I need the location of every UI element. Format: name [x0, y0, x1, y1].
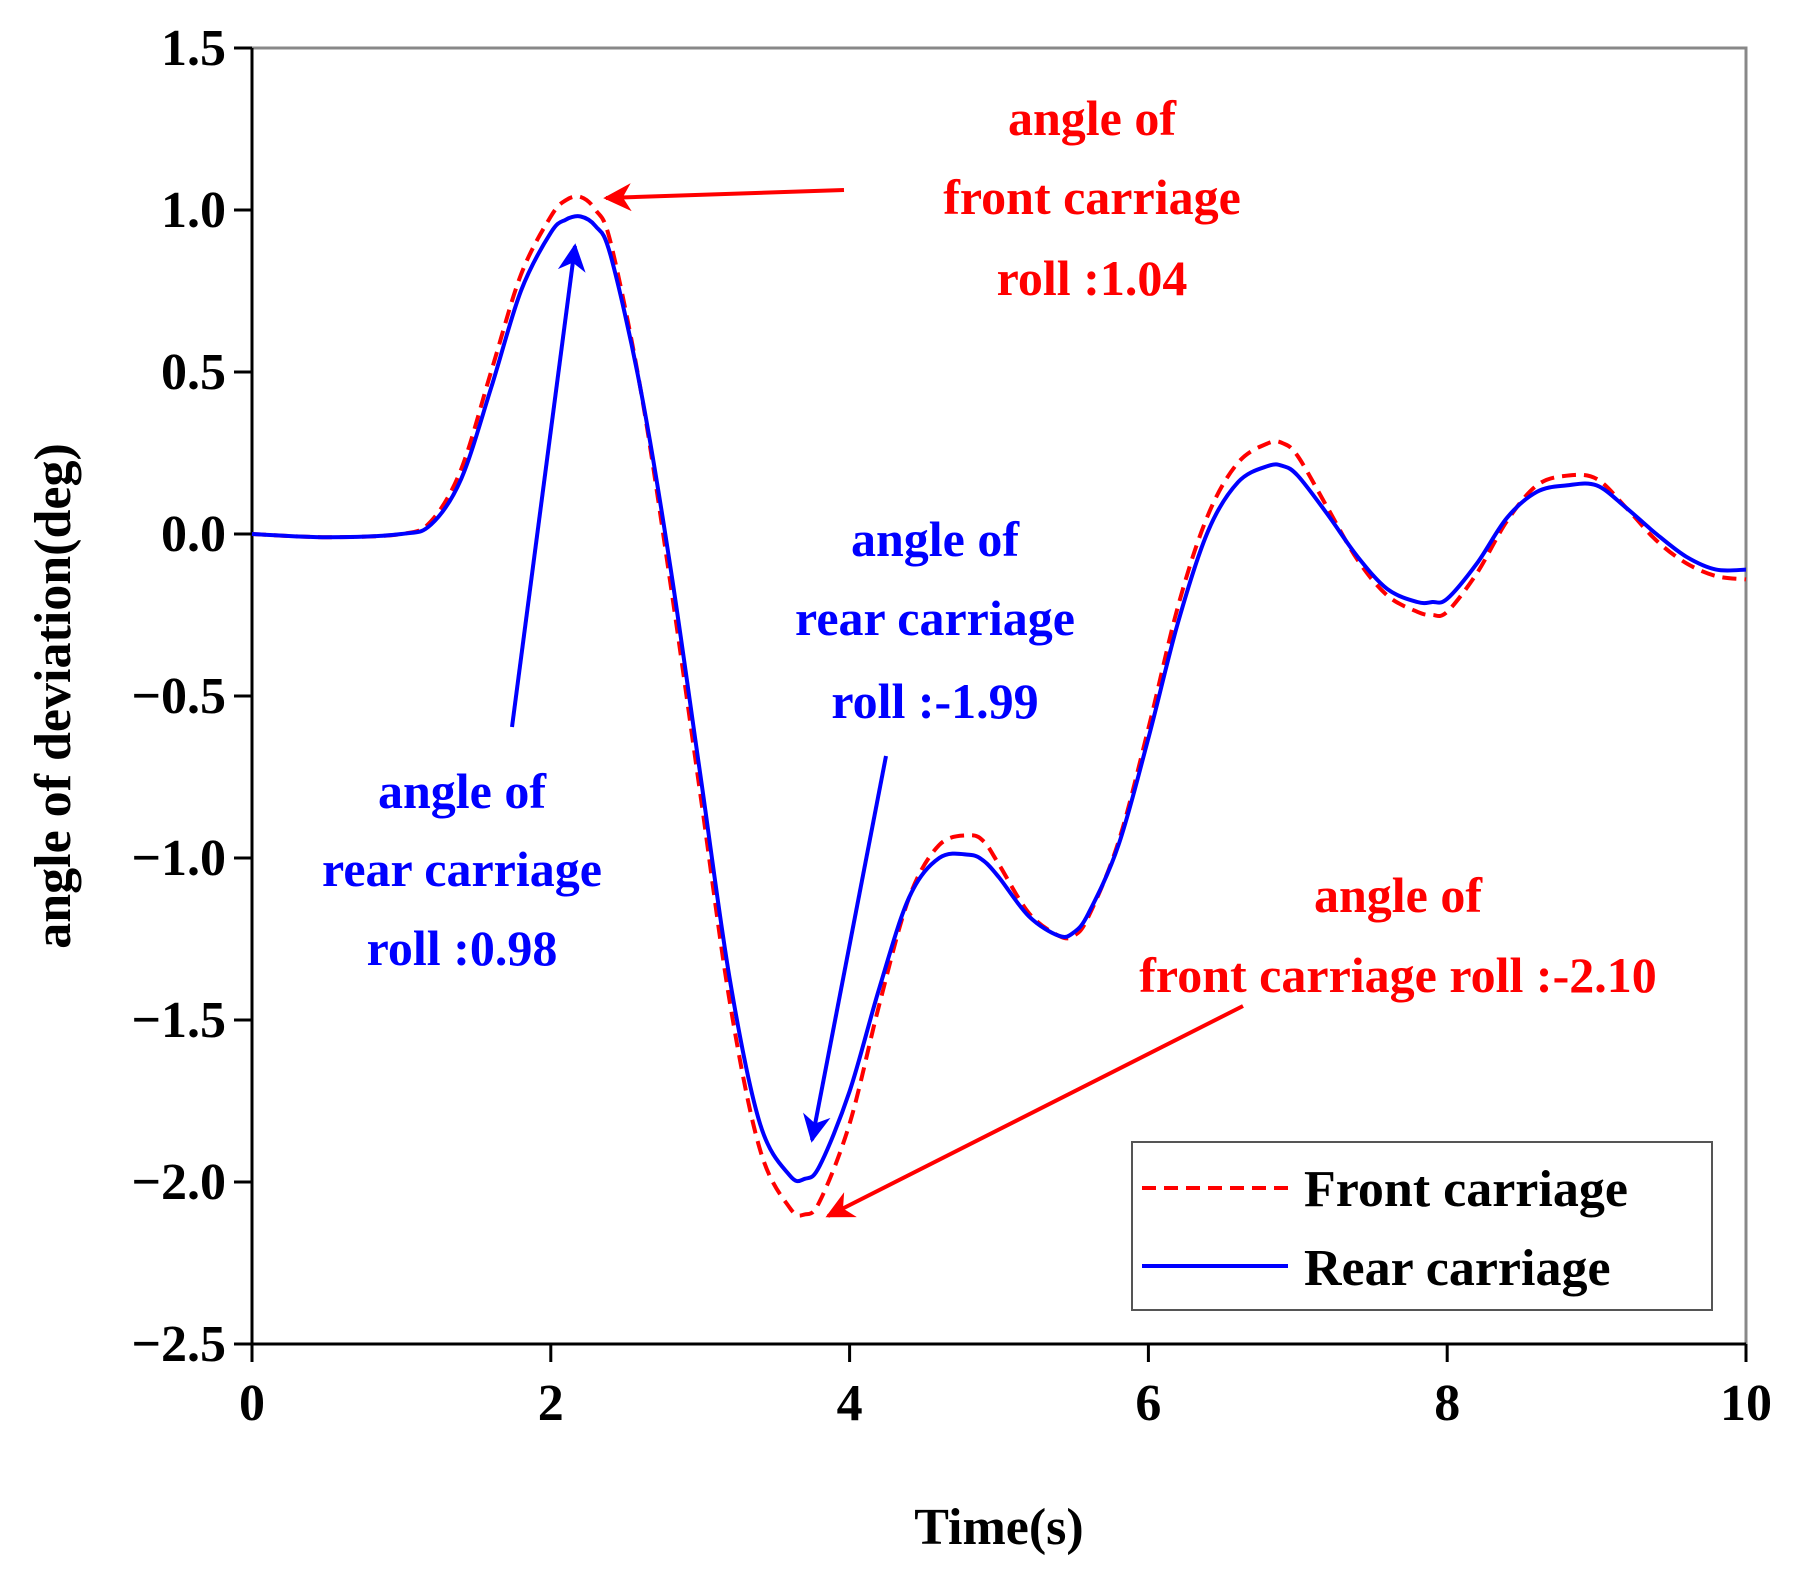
- annotation-arrow-front-peak: [603, 183, 845, 212]
- y-axis-ticks: 1.5 1.0 0.5 0.0 −0.5 −1.0 −1.5 −2.0 −2.5: [131, 20, 252, 1373]
- legend: Front carriage Rear carriage: [1131, 1141, 1713, 1311]
- y-tick-label: −0.5: [131, 668, 226, 725]
- annotation-front-trough-line-1: angle of: [1314, 867, 1483, 923]
- annotation-rear-peak-line-3: roll :0.98: [367, 920, 558, 976]
- annotation-rear-trough: angle of rear carriage roll :-1.99: [795, 511, 1075, 729]
- annotation-rear-trough-line-2: rear carriage: [795, 590, 1075, 646]
- y-tick-label: −2.5: [131, 1316, 226, 1373]
- y-tick-label: −1.0: [131, 830, 226, 887]
- x-tick-label: 2: [538, 1375, 564, 1432]
- x-tick-label: 6: [1135, 1375, 1161, 1432]
- annotation-front-trough: angle of front carriage roll :-2.10: [1139, 867, 1656, 1003]
- annotation-rear-peak-line-1: angle of: [378, 763, 547, 819]
- x-tick-label: 10: [1720, 1375, 1772, 1432]
- x-tick-label: 8: [1434, 1375, 1460, 1432]
- y-tick-label: −2.0: [131, 1154, 226, 1211]
- legend-label-front: Front carriage: [1304, 1161, 1628, 1218]
- series-line-rear-carriage: [251, 214, 1747, 1184]
- annotation-front-peak: angle of front carriage roll :1.04: [943, 90, 1241, 306]
- y-tick-label: −1.5: [131, 992, 226, 1049]
- annotation-rear-trough-line-3: roll :-1.99: [831, 673, 1038, 729]
- y-axis-title: angle of deviation(deg): [25, 443, 82, 949]
- annotation-arrow-rear-peak: [510, 243, 586, 728]
- y-tick-label: 0.5: [161, 344, 226, 401]
- x-tick-label: 4: [837, 1375, 863, 1432]
- legend-label-rear: Rear carriage: [1304, 1240, 1611, 1297]
- annotation-front-peak-line-2: front carriage: [943, 169, 1241, 225]
- x-tick-label: 0: [239, 1375, 265, 1432]
- x-axis-title: Time(s): [914, 1499, 1083, 1556]
- annotation-arrow-front-trough: [825, 1004, 1244, 1218]
- series-line-front-carriage: [251, 194, 1747, 1218]
- annotation-front-trough-line-2: front carriage roll :-2.10: [1139, 947, 1656, 1003]
- x-axis-ticks: 0 2 4 6 8 10: [239, 1344, 1772, 1432]
- y-tick-label: 1.5: [161, 20, 226, 77]
- annotation-front-peak-line-3: roll :1.04: [997, 250, 1188, 306]
- annotation-front-peak-line-1: angle of: [1008, 90, 1177, 146]
- series-layer: [251, 194, 1747, 1218]
- annotation-rear-peak-line-2: rear carriage: [322, 841, 602, 897]
- y-tick-label: 0.0: [161, 506, 226, 563]
- legend-box: [1131, 1141, 1713, 1311]
- y-tick-label: 1.0: [161, 182, 226, 239]
- annotation-rear-peak: angle of rear carriage roll :0.98: [322, 763, 602, 976]
- annotation-rear-trough-line-1: angle of: [851, 511, 1020, 567]
- annotation-arrow-rear-trough: [803, 755, 888, 1143]
